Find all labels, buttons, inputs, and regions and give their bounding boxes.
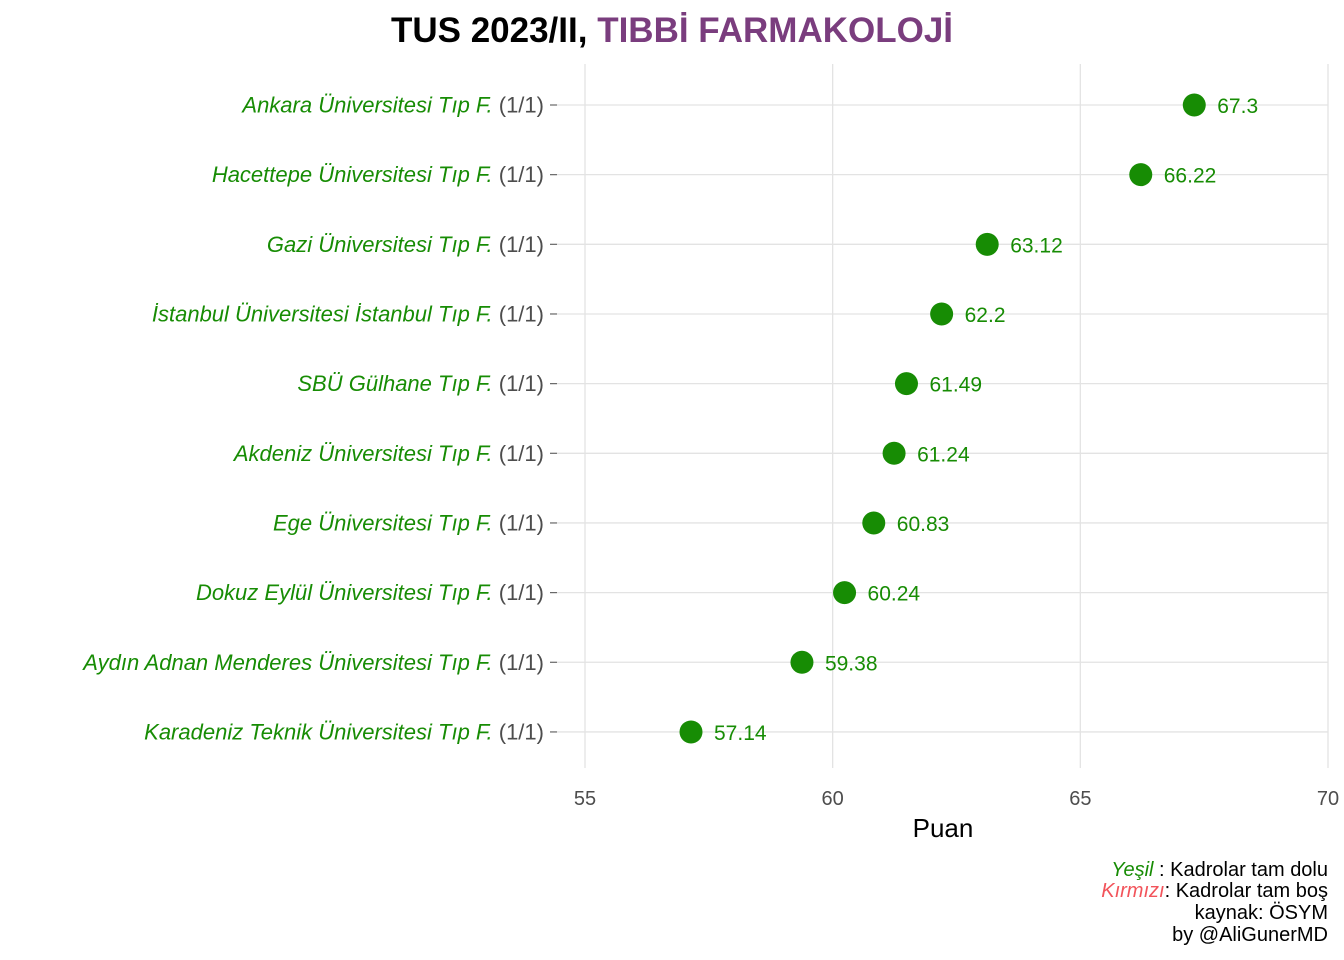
data-point <box>833 581 857 605</box>
quota-count: (1/1) <box>499 371 544 396</box>
data-point <box>882 441 906 465</box>
value-label: 60.83 <box>897 513 950 536</box>
caption-red-line: Kırmızı: Kadrolar tam boş <box>1101 880 1328 902</box>
value-labels: 67.3 66.22 63.12 62.2 61.49 61.24 60.83 60.24 59… <box>714 95 1258 745</box>
data-point <box>862 511 886 535</box>
x-tick-label: 70 <box>1317 788 1339 810</box>
quota-count: (1/1) <box>499 162 544 187</box>
university-name: İstanbul Üniversitesi İstanbul Tıp F. <box>152 301 499 326</box>
quota-count: (1/1) <box>499 93 544 118</box>
vertical-gridlines <box>584 64 1329 768</box>
data-point <box>790 650 814 674</box>
x-tick-label: 65 <box>1069 788 1091 810</box>
y-tick-label: Dokuz Eylül Üniversitesi Tıp F. (1/1) <box>196 580 544 605</box>
value-label: 62.2 <box>965 304 1006 327</box>
university-name: Akdeniz Üniversitesi Tıp F. <box>232 441 499 466</box>
caption-author: by @AliGunerMD <box>1172 924 1328 946</box>
value-label: 61.49 <box>929 374 982 397</box>
university-name: Dokuz Eylül Üniversitesi Tıp F. <box>196 580 499 605</box>
caption-source: kaynak: ÖSYM <box>1195 902 1328 924</box>
caption-red-word: Kırmızı <box>1101 880 1164 902</box>
caption-green-line: Yeşil : Kadrolar tam dolu <box>1111 859 1328 881</box>
caption: Yeşil : Kadrolar tam dolu Kırmızı: Kadro… <box>1101 859 1328 946</box>
data-point <box>1182 93 1206 117</box>
caption-red-text: : Kadrolar tam boş <box>1165 880 1328 902</box>
university-name: Ege Üniversitesi Tıp F. <box>273 510 499 535</box>
y-tick-label: Ankara Üniversitesi Tıp F. (1/1) <box>240 93 544 118</box>
value-label: 59.38 <box>825 652 878 675</box>
horizontal-gridlines <box>557 104 1328 733</box>
y-tick-label: Ege Üniversitesi Tıp F. (1/1) <box>273 510 544 535</box>
y-axis-labels: Ankara Üniversitesi Tıp F. (1/1)Hacettep… <box>81 93 557 744</box>
y-tick-label: İstanbul Üniversitesi İstanbul Tıp F. (1… <box>152 301 544 326</box>
y-tick-label: Karadeniz Teknik Üniversitesi Tıp F. (1/… <box>144 719 544 744</box>
caption-green-text: : Kadrolar tam dolu <box>1153 859 1328 881</box>
x-tick-label: 55 <box>574 788 596 810</box>
quota-count: (1/1) <box>499 650 544 675</box>
data-point <box>1129 163 1153 187</box>
university-name: Ankara Üniversitesi Tıp F. <box>240 93 498 118</box>
data-points <box>679 93 1206 744</box>
university-name: Gazi Üniversitesi Tıp F. <box>267 232 499 257</box>
y-tick-label: Gazi Üniversitesi Tıp F. (1/1) <box>267 232 544 257</box>
x-tick-label: 60 <box>822 788 844 810</box>
quota-count: (1/1) <box>499 232 544 257</box>
value-label: 67.3 <box>1217 95 1258 118</box>
data-point <box>679 720 703 744</box>
value-label: 66.22 <box>1164 165 1217 188</box>
chart-title-highlight: TIBBİ FARMAKOLOJİ <box>597 11 953 50</box>
quota-count: (1/1) <box>499 580 544 605</box>
value-label: 60.24 <box>868 583 921 606</box>
quota-count: (1/1) <box>499 301 544 326</box>
chart-title-prefix: TUS 2023/II, <box>391 11 597 50</box>
quota-count: (1/1) <box>499 510 544 535</box>
university-name: Hacettepe Üniversitesi Tıp F. <box>212 162 499 187</box>
chart-title: TUS 2023/II, TIBBİ FARMAKOLOJİ <box>391 11 953 50</box>
y-tick-label: SBÜ Gülhane Tıp F. (1/1) <box>297 371 544 396</box>
x-axis-ticks: 55 60 65 70 <box>574 788 1339 810</box>
data-point <box>930 302 954 326</box>
quota-count: (1/1) <box>499 441 544 466</box>
x-axis-title: Puan <box>913 813 974 843</box>
value-label: 57.14 <box>714 722 767 745</box>
y-tick-label: Aydın Adnan Menderes Üniversitesi Tıp F.… <box>81 650 544 675</box>
data-point <box>894 372 918 396</box>
quota-count: (1/1) <box>499 719 544 744</box>
y-tick-label: Hacettepe Üniversitesi Tıp F. (1/1) <box>212 162 544 187</box>
value-label: 63.12 <box>1010 234 1063 257</box>
value-label: 61.24 <box>917 443 970 466</box>
y-tick-label: Akdeniz Üniversitesi Tıp F. (1/1) <box>232 441 544 466</box>
data-point <box>975 232 999 256</box>
university-name: Karadeniz Teknik Üniversitesi Tıp F. <box>144 719 499 744</box>
caption-green-word: Yeşil <box>1111 859 1154 881</box>
university-name: Aydın Adnan Menderes Üniversitesi Tıp F. <box>81 650 499 675</box>
university-name: SBÜ Gülhane Tıp F. <box>297 371 498 396</box>
